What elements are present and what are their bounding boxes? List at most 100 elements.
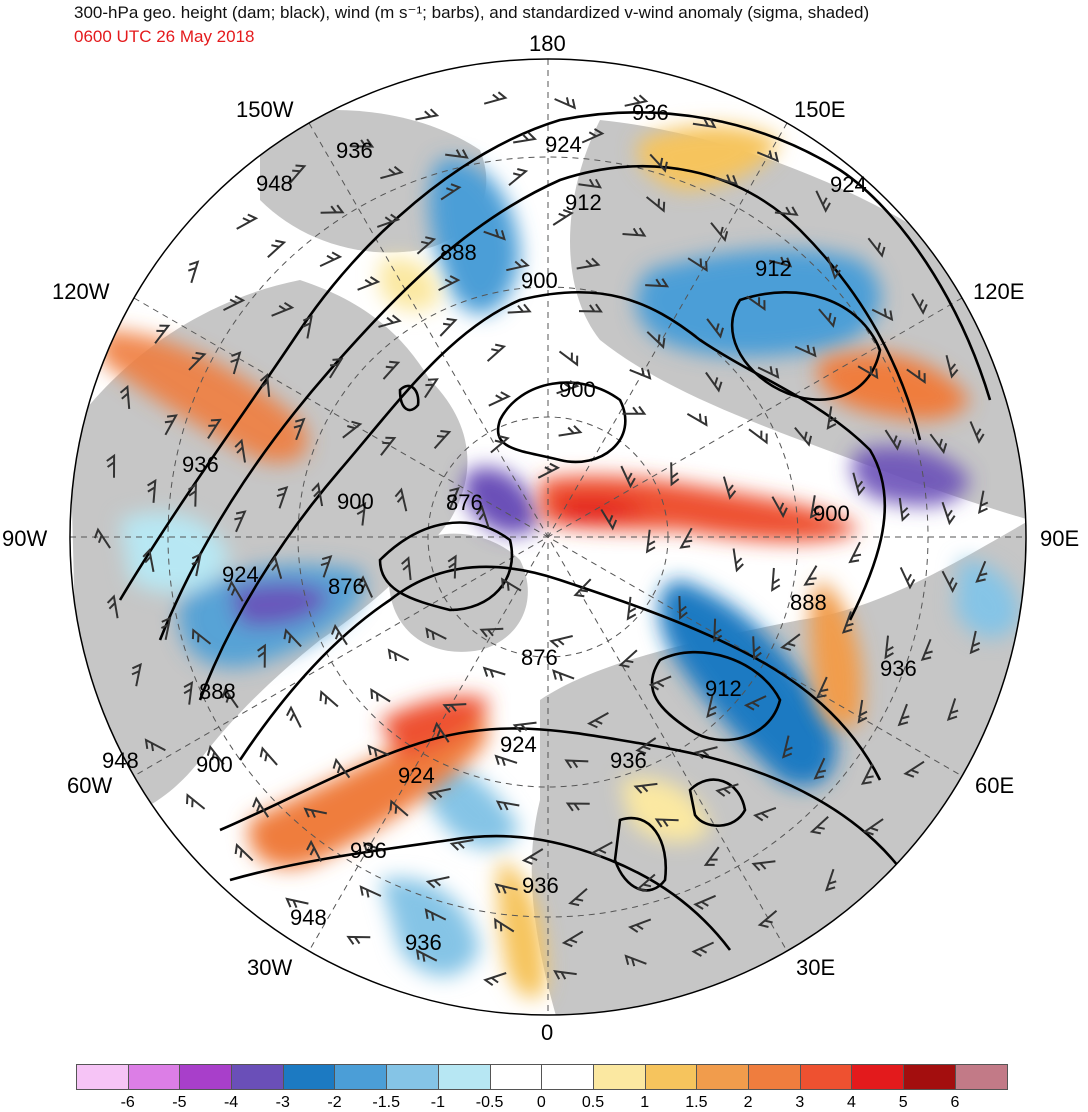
- contour-label-912: 912: [705, 676, 742, 701]
- wind-barb: [771, 567, 781, 592]
- wind-barb: [633, 782, 658, 794]
- wind-barb: [319, 251, 343, 268]
- wind-barb: [234, 510, 247, 533]
- wind-barb: [628, 918, 652, 933]
- contour-label-936: 936: [522, 873, 559, 898]
- wind-barb: [106, 594, 119, 619]
- colorbar-tick-label: -4: [223, 1094, 239, 1111]
- wind-barb: [645, 196, 666, 213]
- wind-barb: [495, 800, 520, 811]
- wind-barb: [586, 712, 609, 729]
- wind-barb: [722, 476, 737, 500]
- contour-label-936: 936: [632, 100, 669, 125]
- wind-barb: [188, 351, 207, 371]
- wind-barb: [475, 504, 490, 529]
- wind-barb: [207, 418, 222, 439]
- contour-labels: 936 936 924 912 948 888 900 924 912 900 …: [102, 100, 917, 955]
- wind-barb: [445, 149, 469, 159]
- map-boundary: [69, 58, 1027, 1016]
- wind-barb: [490, 435, 510, 454]
- contour-label-924: 924: [830, 172, 867, 197]
- wind-barb: [568, 888, 588, 907]
- wind-barb: [645, 278, 670, 288]
- contour-label-924: 924: [500, 732, 537, 757]
- wind-barb: [142, 548, 155, 572]
- wind-barb: [941, 501, 956, 526]
- colorbar-tick-label: -6: [120, 1094, 135, 1111]
- contour-label-924: 924: [398, 763, 435, 788]
- wind-barb: [884, 635, 894, 660]
- wind-barb: [565, 802, 590, 812]
- wind-barb: [813, 757, 826, 780]
- wind-barb: [977, 490, 989, 515]
- colorbar-box: [645, 1065, 698, 1089]
- wind-barb: [119, 384, 131, 409]
- contour-label-900: 900: [559, 377, 596, 402]
- wind-barb: [206, 744, 225, 766]
- wind-barb: [380, 165, 404, 180]
- wind-barb: [342, 420, 363, 439]
- wind-barb: [221, 687, 239, 709]
- wind-barb: [646, 331, 666, 349]
- contour-label-936: 936: [405, 930, 442, 955]
- wind-barb: [809, 816, 829, 835]
- wind-barb: [332, 757, 351, 779]
- colorbar-tick-label: 3: [795, 1094, 805, 1111]
- wind-barb: [757, 909, 778, 928]
- colorbar-box: [904, 1065, 956, 1089]
- colorbar-tick-label: 0.5: [581, 1094, 605, 1111]
- wind-barb: [276, 485, 289, 509]
- map-title: 300-hPa geo. height (dam; black), wind (…: [74, 3, 870, 22]
- wind-barb: [389, 799, 409, 817]
- colorbar-tick-label: 2: [743, 1094, 753, 1111]
- lon-label-60w: 60W: [67, 773, 113, 798]
- wind-barb: [234, 438, 246, 463]
- wind-barb: [714, 174, 738, 186]
- wind-barb: [694, 746, 718, 760]
- wind-barb: [746, 295, 766, 312]
- wind-barb: [160, 616, 172, 640]
- colorbar-box: [542, 1065, 594, 1089]
- wind-barb: [357, 276, 381, 291]
- wind-barb: [871, 308, 894, 322]
- contour-label-936: 936: [182, 452, 219, 477]
- wind-barb: [706, 318, 724, 339]
- wind-barb: [686, 413, 708, 427]
- wind-barb: [743, 695, 767, 711]
- wind-barb: [93, 527, 111, 549]
- wind-barb: [867, 237, 886, 258]
- wind-barb: [670, 462, 680, 487]
- wind-barb: [622, 405, 647, 415]
- wind-barb: [590, 841, 613, 858]
- colorbar-box: [800, 1065, 853, 1089]
- wind-barb: [191, 628, 212, 645]
- wind-barb: [556, 380, 580, 395]
- wind-barb: [144, 738, 166, 752]
- colorbar-box: [335, 1065, 388, 1089]
- contour-label-876: 876: [446, 490, 483, 515]
- lon-label-60e: 60E: [975, 773, 1015, 798]
- wind-barb: [416, 236, 437, 255]
- wind-barb: [975, 560, 988, 583]
- wind-barb: [809, 495, 820, 519]
- wind-barb: [311, 482, 324, 507]
- wind-barb: [969, 630, 981, 655]
- wind-barb: [626, 596, 637, 621]
- contour-label-900: 900: [196, 752, 233, 777]
- wind-barb: [329, 358, 344, 379]
- wind-barb: [862, 818, 884, 836]
- wind-barb: [620, 465, 636, 489]
- wind-barb: [370, 688, 391, 703]
- wind-barb: [367, 744, 390, 757]
- wind-barb: [164, 414, 178, 436]
- wind-barb: [350, 138, 375, 148]
- colorbar-tick-label: 5: [898, 1094, 908, 1111]
- colorbar-tick-label: -1: [430, 1094, 446, 1111]
- wind-barb: [433, 430, 452, 449]
- wind-barb: [757, 366, 780, 379]
- contour-label-948: 948: [102, 748, 139, 773]
- contour-label-936: 936: [880, 656, 917, 681]
- wind-barb: [494, 883, 518, 894]
- colorbar-box: [593, 1065, 646, 1089]
- contour-label-888: 888: [440, 240, 477, 265]
